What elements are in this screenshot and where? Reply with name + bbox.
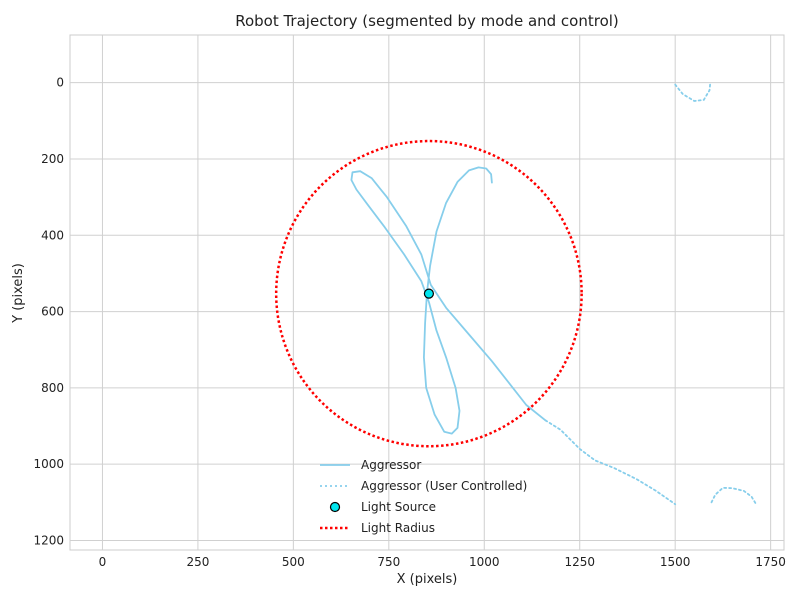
light-source-point xyxy=(423,288,435,299)
legend-label-user-controlled: Aggressor (User Controlled) xyxy=(361,479,527,493)
x-tick-label: 250 xyxy=(186,555,209,569)
x-tick-label: 750 xyxy=(377,555,400,569)
chart-title: Robot Trajectory (segmented by mode and … xyxy=(235,12,619,30)
y-axis-label: Y (pixels) xyxy=(11,263,26,324)
y-tick-label: 400 xyxy=(41,228,64,242)
legend-label-aggressor: Aggressor xyxy=(361,458,421,472)
x-tick-label: 0 xyxy=(99,555,107,569)
x-tick-label: 1250 xyxy=(564,555,595,569)
y-tick-label: 0 xyxy=(56,76,64,90)
series-user-controlled-segment-0 xyxy=(544,419,677,506)
x-tick-labels: 0 250 500 750 1000 1250 1500 1750 xyxy=(99,555,786,569)
y-tick-label: 800 xyxy=(41,381,64,395)
x-axis-label: X (pixels) xyxy=(397,572,458,587)
x-tick-label: 1500 xyxy=(660,555,691,569)
x-tick-label: 500 xyxy=(282,555,305,569)
x-tick-label: 1000 xyxy=(469,555,500,569)
light-radius-circle xyxy=(274,139,583,448)
y-tick-label: 200 xyxy=(41,152,64,166)
data-layer xyxy=(274,81,757,506)
y-tick-labels: 0 200 400 600 800 1000 1200 xyxy=(33,76,64,548)
x-tick-label: 1750 xyxy=(755,555,786,569)
grid-lines xyxy=(70,35,784,550)
series-aggressor-line xyxy=(350,166,547,435)
series-user-controlled-segment-2 xyxy=(710,486,757,506)
legend-label-light-source: Light Source xyxy=(361,500,436,514)
legend: Aggressor Aggressor (User Controlled) Li… xyxy=(320,458,527,535)
y-tick-label: 1000 xyxy=(33,457,64,471)
series-user-controlled-segment-1 xyxy=(674,81,712,102)
legend-swatch-light-source xyxy=(329,501,341,513)
legend-label-light-radius: Light Radius xyxy=(361,521,435,535)
y-tick-label: 600 xyxy=(41,305,64,319)
y-tick-label: 1200 xyxy=(33,533,64,547)
